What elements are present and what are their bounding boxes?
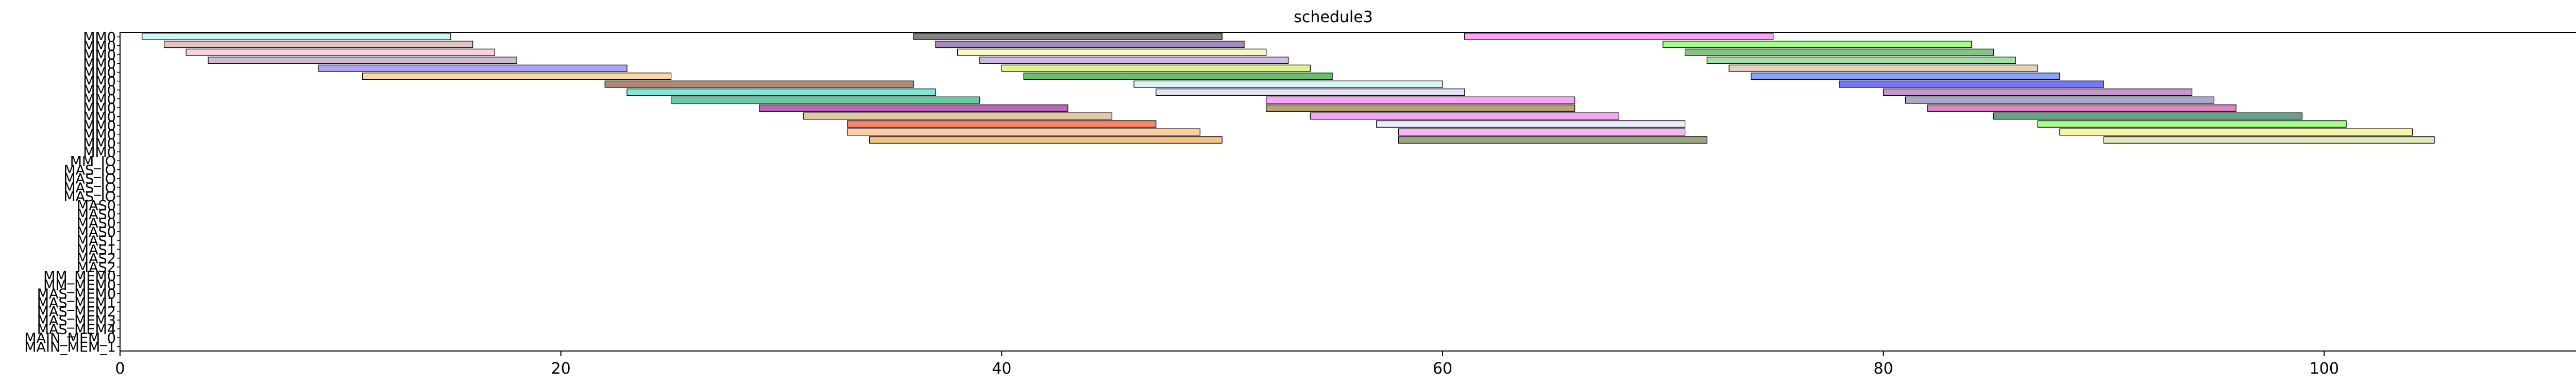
y-tick-label-15: MAS_IO <box>63 163 116 179</box>
task-bar-7 <box>957 48 1267 56</box>
x-tick-label-2: 40 <box>992 360 1011 378</box>
task-bar-37 <box>1398 128 1686 136</box>
task-bar-36 <box>847 128 1200 136</box>
task-bar-14 <box>1728 64 2038 72</box>
task-bar-30 <box>803 112 1112 120</box>
task-bar-28 <box>1266 104 1575 112</box>
task-bar-27 <box>759 104 1069 112</box>
x-tick-label-4: 80 <box>1874 360 1893 378</box>
task-bar-40 <box>1398 136 1707 144</box>
x-tick-label-0: 0 <box>115 360 125 378</box>
y-tick-label-12: MM0 <box>83 136 116 152</box>
y-tick-label-27: MM_MEM0 <box>43 269 116 285</box>
task-bar-18 <box>604 80 914 88</box>
task-bar-32 <box>1993 112 2303 120</box>
task-bar-5 <box>1663 41 1972 48</box>
task-bar-24 <box>670 96 980 104</box>
y-tick-label-35: MAIN_MEM_1 <box>24 339 116 355</box>
y-tick-label-31: MAS_MEM2 <box>37 304 116 320</box>
plot-frame <box>120 32 2576 352</box>
y-tick-label-17: MAS_IO <box>63 180 116 196</box>
task-bar-17 <box>1751 73 2060 80</box>
y-tick-label-11: MM0 <box>83 127 116 143</box>
y-tick-label-8: MM0 <box>83 100 116 116</box>
task-bar-39 <box>869 136 1223 144</box>
task-bar-22 <box>1156 89 1465 96</box>
task-bar-2 <box>1464 32 1774 40</box>
task-bar-35 <box>2037 120 2347 128</box>
y-tick-label-6: MM0 <box>83 83 116 99</box>
task-bar-31 <box>1310 112 1619 120</box>
task-bar-34 <box>1376 120 1686 128</box>
x-tick-label-1: 20 <box>551 360 571 378</box>
task-bar-12 <box>318 64 628 72</box>
task-bar-38 <box>2059 128 2413 136</box>
task-bar-19 <box>1133 80 1443 88</box>
task-bar-23 <box>1883 89 2193 96</box>
y-tick-labels: MM0MM0MM0MM0MM0MM0MM0MM0MM0MM0MM0MM0MM0M… <box>24 30 120 355</box>
y-tick-label-10: MM0 <box>83 118 116 134</box>
task-bar-10 <box>979 57 1289 64</box>
y-tick-label-28: MM_MEM0 <box>43 277 116 293</box>
y-tick-label-14: MM_IO <box>70 153 116 169</box>
y-tick-label-2: MM0 <box>83 47 116 63</box>
y-tick-label-3: MM0 <box>83 56 116 72</box>
x-axis: 0 20 40 60 80 100 <box>115 351 2339 378</box>
y-tick-label-4: MM0 <box>83 65 116 81</box>
task-bar-9 <box>208 57 517 64</box>
y-tick-label-34: MAIN_MEM_0 <box>24 330 116 346</box>
task-bar-11 <box>1706 57 2016 64</box>
y-tick-label-30: MAS_MEM1 <box>37 295 116 311</box>
task-bar-4 <box>935 41 1245 48</box>
y-tick-label-13: MM0 <box>83 145 116 161</box>
task-bar-20 <box>1839 80 2105 88</box>
y-tick-label-0: MM0 <box>83 30 116 46</box>
task-bar-29 <box>1927 104 2236 112</box>
task-bars <box>142 32 2435 144</box>
task-bar-33 <box>847 120 1157 128</box>
y-tick-label-25: MAS2 <box>77 251 116 267</box>
task-bar-16 <box>1023 73 1333 80</box>
y-tick-label-23: MAS1 <box>77 233 116 249</box>
task-bar-3 <box>164 41 473 48</box>
task-bar-26 <box>1905 96 2214 104</box>
y-tick-label-9: MM0 <box>83 109 116 125</box>
y-tick-label-20: MAS0 <box>77 207 116 223</box>
y-tick-label-24: MAS1 <box>77 242 116 258</box>
task-bar-41 <box>2103 136 2435 144</box>
chart-title: schedule3 <box>1294 8 1373 26</box>
task-bar-8 <box>1685 48 1994 56</box>
task-bar-25 <box>1266 96 1575 104</box>
task-bar-21 <box>626 89 936 96</box>
x-tick-label-3: 60 <box>1433 360 1452 378</box>
x-tick-label-5: 100 <box>2310 360 2339 378</box>
y-tick-label-22: MAS0 <box>77 224 116 240</box>
y-tick-label-5: MM0 <box>83 74 116 90</box>
task-bar-1 <box>913 32 1223 40</box>
y-tick-label-32: MAS_MEM3 <box>37 313 116 329</box>
y-tick-label-33: MAS_MEM4 <box>37 322 116 338</box>
y-tick-label-7: MM0 <box>83 92 116 108</box>
task-bar-6 <box>185 48 495 56</box>
y-tick-label-18: MAS_IO <box>63 189 116 205</box>
y-tick-label-1: MM0 <box>83 39 116 55</box>
y-tick-label-16: MAS_IO <box>63 171 116 187</box>
task-bar-13 <box>1001 64 1311 72</box>
y-tick-label-21: MAS0 <box>77 216 116 232</box>
y-tick-label-29: MAS_MEM0 <box>37 286 116 302</box>
task-bar-15 <box>362 73 672 80</box>
y-tick-label-26: MAS2 <box>77 260 116 276</box>
task-bar-0 <box>142 32 451 40</box>
y-tick-label-19: MAS0 <box>77 198 116 214</box>
